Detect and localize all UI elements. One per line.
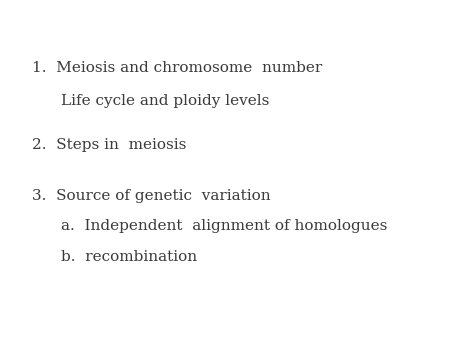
Text: b.  recombination: b. recombination xyxy=(61,250,197,264)
Text: a.  Independent  alignment of homologues: a. Independent alignment of homologues xyxy=(61,219,387,234)
Text: 1.  Meiosis and chromosome  number: 1. Meiosis and chromosome number xyxy=(32,61,322,75)
Text: Life cycle and ploidy levels: Life cycle and ploidy levels xyxy=(61,94,269,108)
Text: 3.  Source of genetic  variation: 3. Source of genetic variation xyxy=(32,189,270,203)
Text: 2.  Steps in  meiosis: 2. Steps in meiosis xyxy=(32,138,186,152)
